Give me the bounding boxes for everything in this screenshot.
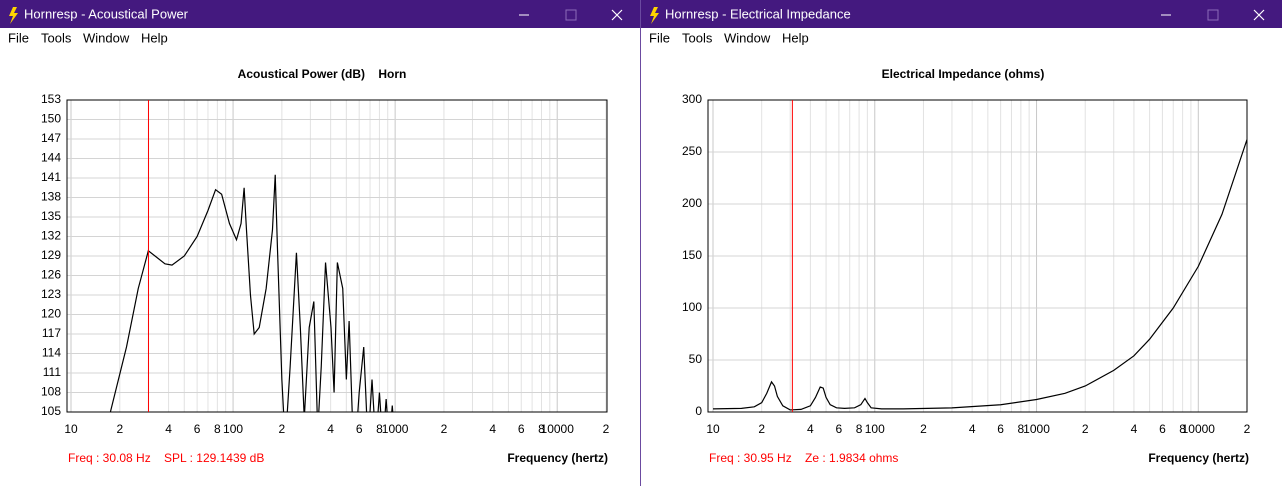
maximize-button[interactable] — [565, 9, 577, 21]
x-tick-label: 8 — [214, 422, 221, 436]
y-tick-label: 123 — [41, 287, 61, 301]
x-tick-label: 4 — [489, 422, 496, 436]
x-tick-label: 4 — [165, 422, 172, 436]
x-tick-label: 6 — [356, 422, 363, 436]
x-tick-label: 2 — [1244, 422, 1251, 436]
app-icon — [9, 7, 18, 24]
x-tick-label: 6 — [836, 422, 843, 436]
x-tick-label: 10 — [64, 422, 78, 436]
x-tick-label: 8 — [538, 422, 545, 436]
x-tick-label: 100 — [865, 422, 885, 436]
y-tick-label: 141 — [41, 170, 61, 184]
y-tick-label: 105 — [41, 404, 61, 418]
y-tick-label: 300 — [682, 92, 702, 106]
menu-item[interactable]: Window — [83, 30, 130, 45]
y-tick-label: 150 — [682, 248, 702, 262]
x-tick-label: 4 — [807, 422, 814, 436]
x-tick-label: 2 — [116, 422, 123, 436]
cursor-readout: Freq : 30.08 Hz SPL : 129.1439 dB — [68, 451, 264, 465]
window-title: Hornresp - Acoustical Power — [24, 6, 189, 21]
chart-title: Electrical Impedance (ohms) — [882, 67, 1045, 81]
x-tick-label: 6 — [997, 422, 1004, 436]
y-tick-label: 250 — [682, 144, 702, 158]
x-tick-label: 4 — [327, 422, 334, 436]
menu-item[interactable]: File — [649, 30, 670, 45]
maximize-button[interactable] — [1207, 9, 1219, 21]
title-bar — [641, 0, 1282, 28]
x-tick-label: 1000 — [382, 422, 409, 436]
y-tick-label: 126 — [41, 268, 61, 282]
data-line — [712, 139, 1247, 411]
x-tick-label: 10000 — [1182, 422, 1216, 436]
x-tick-label: 100 — [223, 422, 243, 436]
app-icon — [650, 7, 659, 24]
close-button[interactable] — [611, 9, 623, 21]
y-tick-label: 129 — [41, 248, 61, 262]
menu-item[interactable]: File — [8, 30, 29, 45]
menu-item[interactable]: Help — [141, 30, 168, 45]
menu-item[interactable]: Tools — [41, 30, 72, 45]
cursor-readout: Freq : 30.95 Hz Ze : 1.9834 ohms — [709, 451, 898, 465]
x-tick-label: 8 — [376, 422, 383, 436]
close-button[interactable] — [1253, 9, 1265, 21]
plot-clip — [712, 100, 1247, 412]
x-tick-label: 6 — [518, 422, 525, 436]
y-tick-label: 111 — [43, 365, 62, 379]
y-tick-label: 138 — [41, 190, 61, 204]
y-tick-label: 150 — [41, 112, 61, 126]
x-tick-label: 2 — [920, 422, 927, 436]
y-tick-label: 50 — [689, 352, 703, 366]
plot-clip — [109, 100, 394, 412]
y-tick-label: 0 — [695, 404, 702, 418]
x-tick-label: 2 — [758, 422, 765, 436]
x-tick-label: 8 — [856, 422, 863, 436]
x-tick-label: 4 — [1131, 422, 1138, 436]
y-tick-label: 132 — [41, 229, 61, 243]
x-tick-label: 2 — [279, 422, 286, 436]
title-bar — [0, 0, 640, 28]
y-tick-label: 144 — [41, 151, 61, 165]
x-tick-label: 10000 — [541, 422, 575, 436]
x-tick-label: 8 — [1179, 422, 1186, 436]
plot-frame — [66, 99, 608, 413]
x-tick-label: 1000 — [1023, 422, 1050, 436]
x-tick-label: 6 — [194, 422, 201, 436]
x-tick-label: 2 — [1082, 422, 1089, 436]
plot-frame — [707, 99, 1248, 413]
y-tick-label: 200 — [682, 196, 702, 210]
data-line — [109, 174, 394, 412]
menu-item[interactable]: Tools — [682, 30, 713, 45]
x-axis-label: Frequency (hertz) — [1148, 451, 1249, 465]
y-tick-label: 135 — [41, 209, 61, 223]
x-tick-label: 4 — [969, 422, 976, 436]
x-axis-label: Frequency (hertz) — [507, 451, 608, 465]
chart-title: Acoustical Power (dB) Horn — [238, 67, 407, 81]
menu-item[interactable]: Window — [724, 30, 771, 45]
y-tick-label: 114 — [42, 346, 61, 360]
y-tick-label: 153 — [41, 92, 61, 106]
y-tick-label: 100 — [682, 300, 702, 314]
x-tick-label: 2 — [603, 422, 610, 436]
window-title: Hornresp - Electrical Impedance — [665, 6, 851, 21]
y-tick-label: 117 — [42, 326, 61, 340]
x-tick-label: 10 — [706, 422, 720, 436]
y-tick-label: 147 — [41, 131, 61, 145]
x-tick-label: 8 — [1018, 422, 1025, 436]
y-tick-label: 108 — [41, 385, 61, 399]
x-tick-label: 2 — [441, 422, 448, 436]
y-tick-label: 120 — [41, 307, 61, 321]
menu-item[interactable]: Help — [782, 30, 809, 45]
x-tick-label: 6 — [1159, 422, 1166, 436]
